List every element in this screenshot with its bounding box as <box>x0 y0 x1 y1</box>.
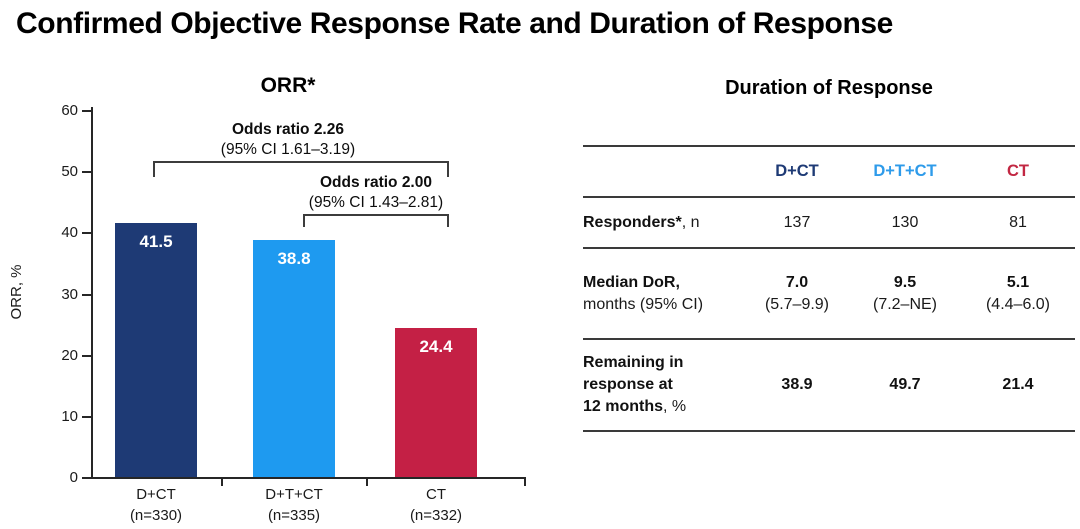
odds-ratio-bracket-tick <box>447 161 449 177</box>
y-tick-label: 10 <box>61 407 78 425</box>
dor-table-row: Remaining in response at 12 months, % 38.9 4… <box>583 339 1075 431</box>
dor-table-row: Responders*, n 137 130 81 <box>583 197 1075 248</box>
y-tick <box>82 171 91 174</box>
odds-ratio-bracket-tick <box>303 214 305 227</box>
x-category-label: D+T+CT (n=335) <box>265 486 323 524</box>
bar-value-label: 38.8 <box>277 249 311 268</box>
y-tick-label: 20 <box>61 346 78 364</box>
dor-row-label: Responders*, n <box>583 213 700 231</box>
y-axis-line <box>91 107 93 479</box>
x-category-label: CT (n=332) <box>409 486 463 524</box>
dor-cell-value: 81 <box>1009 213 1027 231</box>
dor-cell-value: 130 <box>891 213 919 231</box>
page-title: Confirmed Objective Response Rate and Du… <box>16 7 893 40</box>
orr-chart-title: ORR* <box>260 74 316 97</box>
dor-table-head: D+CT D+T+CT CT <box>583 146 1075 197</box>
y-tick-label: 30 <box>61 285 78 303</box>
dor-col-header-ct: CT <box>1007 162 1029 180</box>
dor-col-header-d-t-ct: D+T+CT <box>873 162 937 180</box>
x-axis-line <box>91 477 526 479</box>
x-axis-tick <box>524 479 526 486</box>
y-tick-label: 40 <box>61 224 78 242</box>
dor-table-body: Responders*, n 137 130 81 Median DoR, months … <box>583 197 1075 431</box>
dor-cell-value: 9.5 (7.2–NE) <box>872 273 938 313</box>
odds-ratio-annotation: Odds ratio 2.00 (95% CI 1.43–2.81) <box>308 174 444 211</box>
y-axis-label: ORR, % <box>8 264 25 320</box>
dor-cell-value: 49.7 <box>889 376 921 393</box>
bar-d-t-ct <box>253 240 335 477</box>
y-tick <box>82 110 91 112</box>
bar-d-ct <box>115 223 197 477</box>
y-tick <box>82 354 91 357</box>
x-axis-tick <box>221 479 223 486</box>
dor-table-title: Duration of Response <box>725 77 933 99</box>
dor-cell-value: 7.0 (5.7–9.9) <box>764 273 830 313</box>
dor-corner-cell <box>583 146 745 197</box>
dor-cell-value: 5.1 (4.4–6.0) <box>985 273 1051 313</box>
dor-row-label: Remaining in response at 12 months, % <box>583 354 687 415</box>
orr-chart: ORR* ORR, % 0 10 20 30 40 50 60 41.5 D+CT (n=330)… <box>8 74 526 524</box>
dor-table-row: Median DoR, months (95% CI) 7.0 (5.7–9.9) 9.… <box>583 248 1075 339</box>
dor-table: D+CT D+T+CT CT Responders*, n 137 130 81 Media… <box>583 145 1075 432</box>
y-tick-label: 50 <box>61 163 78 181</box>
dor-table-header-row: D+CT D+T+CT CT <box>583 146 1075 197</box>
y-tick <box>82 293 91 296</box>
y-tick-label: 60 <box>61 102 78 119</box>
x-axis-tick <box>366 479 368 486</box>
y-tick <box>82 232 91 235</box>
odds-ratio-bracket <box>303 214 449 216</box>
odds-ratio-annotation: Odds ratio 2.26 (95% CI 1.61–3.19) <box>220 121 356 158</box>
y-tick-label: 0 <box>69 469 78 486</box>
y-tick <box>82 477 91 479</box>
y-tick <box>82 415 91 418</box>
bar-value-label: 41.5 <box>139 232 173 251</box>
dor-col-header-d-ct: D+CT <box>775 162 819 180</box>
bar-value-label: 24.4 <box>419 337 453 356</box>
dor-cell-value: 38.9 <box>781 376 813 393</box>
odds-ratio-bracket-tick <box>153 161 155 177</box>
dor-cell-value: 137 <box>783 213 811 231</box>
odds-ratio-bracket <box>153 161 449 163</box>
x-category-label: D+CT (n=330) <box>129 486 183 524</box>
dor-cell-value: 21.4 <box>1002 376 1034 393</box>
odds-ratio-bracket-tick <box>447 214 449 227</box>
dor-row-label: Median DoR, months (95% CI) <box>583 273 704 313</box>
bar-ct <box>395 328 477 477</box>
